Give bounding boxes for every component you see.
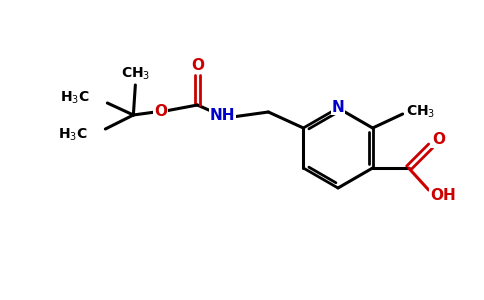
Text: CH$_3$: CH$_3$ xyxy=(406,104,435,120)
Text: N: N xyxy=(332,100,345,115)
Text: NH: NH xyxy=(210,109,235,124)
Text: O: O xyxy=(432,133,445,148)
Text: O: O xyxy=(154,104,167,119)
Text: H$_3$C: H$_3$C xyxy=(60,90,90,106)
Text: H$_3$C: H$_3$C xyxy=(58,127,87,143)
Text: CH$_3$: CH$_3$ xyxy=(121,66,150,82)
Text: OH: OH xyxy=(430,188,455,202)
Text: O: O xyxy=(191,58,204,73)
